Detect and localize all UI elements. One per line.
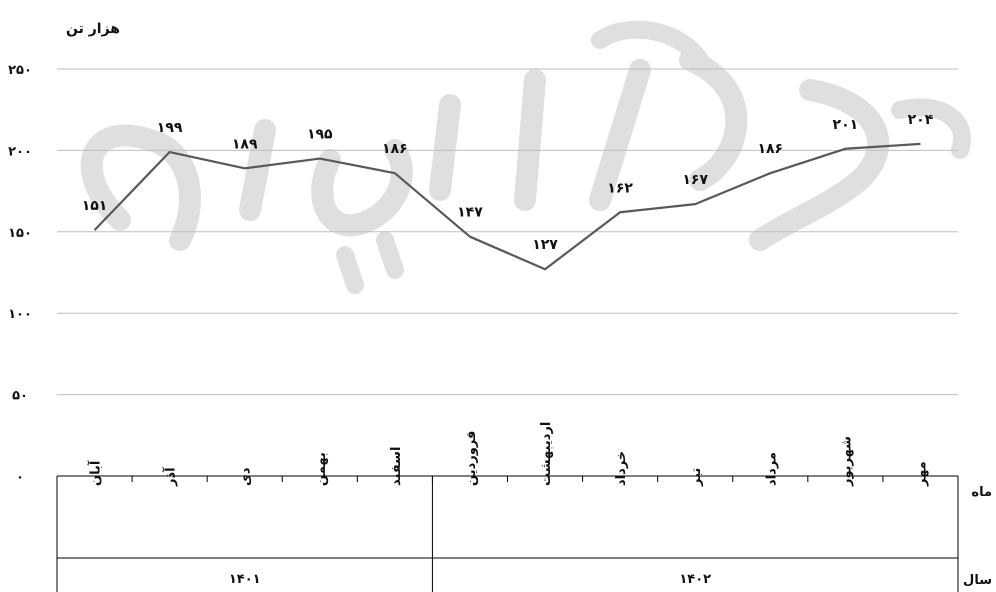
data-labels: ۱۵۱ ۱۹۹ ۱۸۹ ۱۹۵ ۱۸۶ ۱۴۷ ۱۲۷ ۱۶۲ ۱۶۷ ۱۸۶ ۲۰۱ ۲۰۴: [82, 112, 934, 253]
year-label: ۱۴۰۱: [229, 572, 261, 587]
year-label: ۱۴۰۲: [679, 572, 711, 587]
x-tick-label: مهر: [914, 461, 929, 487]
x-tick-label: اسفند: [389, 447, 404, 486]
y-tick-label: ۱۵۰: [8, 226, 32, 241]
grid-lines: [57, 68, 958, 396]
x-tick-label: آذر: [162, 467, 179, 487]
x-tick-label: فروردین: [464, 431, 479, 486]
row-label-month: ماه: [971, 485, 992, 500]
data-label: ۱۶۷: [682, 172, 708, 188]
watermark: [80, 20, 971, 294]
x-tick-label: خرداد: [614, 451, 629, 486]
data-label: ۱۲۷: [532, 237, 558, 253]
x-tick-label: دی: [239, 467, 254, 486]
x-tick-label: شهریور: [839, 436, 854, 487]
y-tick-label: ۵۰: [12, 389, 28, 404]
month-labels: آبان آذر دی بهمن اسفند فروردین اردیبهشت خرداد تی…: [87, 422, 930, 487]
x-tick-label: مرداد: [764, 452, 779, 486]
y-tick-label: ۲۰۰: [8, 144, 32, 159]
data-label: ۱۸۶: [757, 141, 783, 157]
y-axis-unit-label: هزار تن: [66, 21, 120, 37]
x-tick-label: بهمن: [314, 452, 329, 486]
y-tick-label: ۱۰۰: [8, 307, 32, 322]
data-label: ۱۴۷: [457, 205, 483, 221]
data-label: ۲۰۱: [833, 117, 859, 133]
data-label: ۱۸۹: [232, 136, 258, 152]
category-table: [56, 475, 959, 592]
x-tick-label: اردیبهشت: [539, 422, 554, 486]
y-axis-ticks: ۰ ۵۰ ۱۰۰ ۱۵۰ ۲۰۰ ۲۵۰: [8, 63, 32, 485]
data-label: ۱۶۲: [607, 180, 633, 196]
y-tick-label: ۰: [16, 470, 24, 485]
y-tick-label: ۲۵۰: [8, 63, 32, 78]
data-label: ۱۸۶: [382, 141, 408, 157]
series-line: [93, 142, 921, 271]
x-tick-label: آبان: [87, 460, 104, 486]
x-tick-label: تیر: [689, 468, 704, 487]
data-label: ۱۵۱: [82, 198, 108, 214]
data-label: ۲۰۴: [908, 112, 934, 128]
data-label: ۱۹۹: [157, 120, 183, 136]
row-label-year: سال: [963, 573, 992, 588]
data-label: ۱۹۵: [307, 127, 333, 143]
year-labels: ۱۴۰۱ ۱۴۰۲: [229, 572, 711, 587]
